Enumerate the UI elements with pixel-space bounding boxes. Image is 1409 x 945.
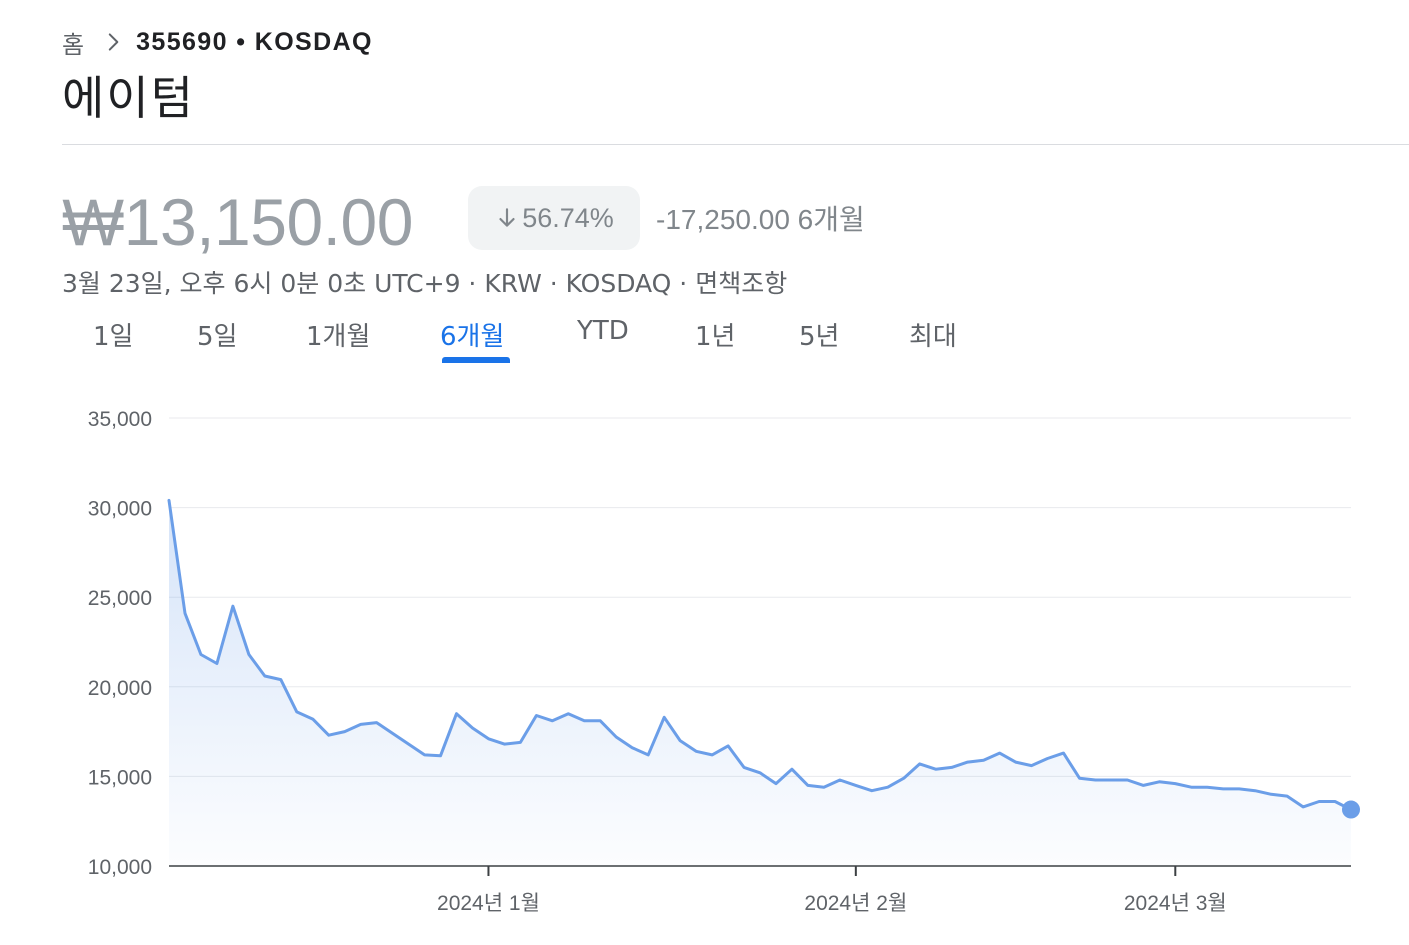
- chevron-right-icon: [108, 33, 119, 51]
- tab-max[interactable]: 최대: [909, 322, 957, 352]
- tab-1d[interactable]: 1일: [93, 322, 134, 352]
- y-tick-label: 10,000: [88, 856, 152, 879]
- price-meta-text: 3월 23일, 오후 6시 0분 0초 UTC+9 · KRW · KOSDAQ…: [62, 269, 696, 298]
- tab-5y[interactable]: 5년: [799, 322, 840, 352]
- change-percent-badge: 56.74%: [468, 186, 640, 250]
- active-tab-indicator: [442, 357, 510, 363]
- y-tick-label: 25,000: [88, 587, 152, 610]
- price-area: [169, 500, 1351, 866]
- y-tick-label: 20,000: [88, 677, 152, 700]
- x-axis: 2024년 1월 2024년 2월 2024년 3월: [437, 866, 1227, 915]
- change-percent: 56.74%: [522, 202, 614, 233]
- tab-1y[interactable]: 1년: [695, 322, 736, 352]
- y-axis: 35,000 30,000 25,000 20,000 15,000 10,000: [88, 408, 152, 879]
- last-price-marker[interactable]: [1342, 800, 1360, 819]
- y-tick-label: 15,000: [88, 766, 152, 789]
- x-tick-label: 2024년 1월: [437, 892, 540, 915]
- x-tick-label: 2024년 2월: [804, 892, 907, 915]
- grid-lines: [169, 417, 1351, 777]
- tab-1m[interactable]: 1개월: [306, 322, 371, 352]
- tab-5d[interactable]: 5일: [197, 322, 238, 352]
- disclaimer-link[interactable]: 면책조항: [695, 269, 788, 298]
- price-line: [167, 498, 1353, 812]
- price-chart[interactable]: 35,000 30,000 25,000 20,000 15,000 10,000 202…: [0, 380, 1409, 940]
- header-divider: [62, 144, 1409, 145]
- arrow-down-icon: [499, 208, 515, 227]
- breadcrumb-home-link[interactable]: 홈: [62, 30, 85, 59]
- tab-6m[interactable]: 6개월: [440, 322, 505, 352]
- price-meta: 3월 23일, 오후 6시 0분 0초 UTC+9 · KRW · KOSDAQ…: [62, 264, 787, 300]
- breadcrumb-ticker: 355690 • KOSDAQ: [136, 27, 373, 56]
- breadcrumb: 홈 355690 • KOSDAQ: [62, 26, 373, 59]
- change-absolute: -17,250.00 6개월: [656, 204, 865, 235]
- y-tick-label: 35,000: [88, 408, 152, 431]
- stock-name: 에이텀: [62, 71, 195, 125]
- tab-ytd[interactable]: YTD: [577, 316, 629, 346]
- current-price: ₩13,150.00: [62, 185, 413, 259]
- range-tabs: 1일 5일 1개월 6개월 YTD 1년 5년 최대: [0, 316, 1000, 366]
- y-tick-label: 30,000: [88, 498, 152, 521]
- x-tick-label: 2024년 3월: [1124, 892, 1227, 915]
